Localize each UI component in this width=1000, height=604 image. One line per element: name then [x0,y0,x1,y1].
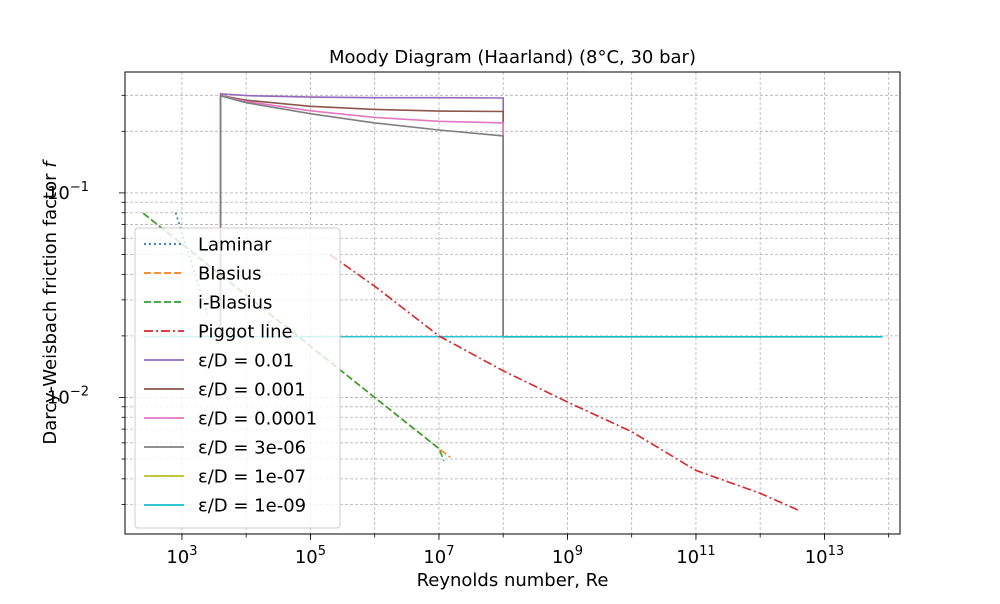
y-tick-base: 10 [47,183,70,204]
x-tick-label: 105 [295,544,326,568]
x-tick-base: 10 [295,547,318,568]
x-tick-base: 10 [805,547,828,568]
x-tick-exponent: 5 [318,544,326,559]
legend-label: ε/D = 0.001 [198,380,306,401]
chart-title: Moody Diagram (Haarland) (8°C, 30 bar) [329,47,696,68]
y-axis-label-symbol: f [40,159,61,168]
x-axis-label: Reynolds number, Re [417,570,609,591]
legend-label: ε/D = 0.01 [198,351,294,372]
x-tick-exponent: 9 [575,544,583,559]
legend-label: ε/D = 3e-06 [198,438,306,459]
plot-frame [124,71,901,535]
series-line-4 [219,92,505,336]
y-tick-base: 10 [47,387,70,408]
legend: Laminar Blasius i-Blasius Piggot line ε/D = … [134,227,341,529]
legend-label: ε/D = 1e-09 [198,496,306,517]
y-axis-label-text: Darcy-Weisbach friction factor [40,168,61,445]
legend-label: Blasius [198,264,262,285]
y-tick-exponent: −2 [70,384,89,399]
x-tick-base: 10 [552,547,575,568]
legend-label: Laminar [198,235,272,256]
x-tick-base: 10 [423,547,446,568]
x-tick-exponent: 13 [828,544,845,559]
series-line-3 [329,253,800,512]
x-tick-base: 10 [166,547,189,568]
y-tick-exponent: −1 [70,180,89,195]
x-tick-label: 103 [166,544,197,568]
x-tick-exponent: 11 [699,544,716,559]
legend-label: i-Blasius [198,293,272,314]
x-tick-label: 109 [552,544,583,568]
legend-label: ε/D = 1e-07 [198,467,306,488]
series-line-7 [219,94,505,336]
x-tick-exponent: 7 [446,544,454,559]
legend-label: ε/D = 0.0001 [198,409,317,430]
x-tick-label: 1013 [805,544,844,568]
y-tick-label: 10−2 [47,384,89,408]
x-tick-label: 107 [423,544,454,568]
y-axis-label: Darcy-Weisbach friction factor f [40,159,61,445]
x-tick-exponent: 3 [189,544,197,559]
y-tick-label: 10−1 [47,180,89,204]
x-tick-base: 10 [676,547,699,568]
legend-label: Piggot line [198,322,293,343]
legend-box [134,227,341,529]
x-tick-label: 1011 [676,544,715,568]
grid-lines [125,72,900,534]
